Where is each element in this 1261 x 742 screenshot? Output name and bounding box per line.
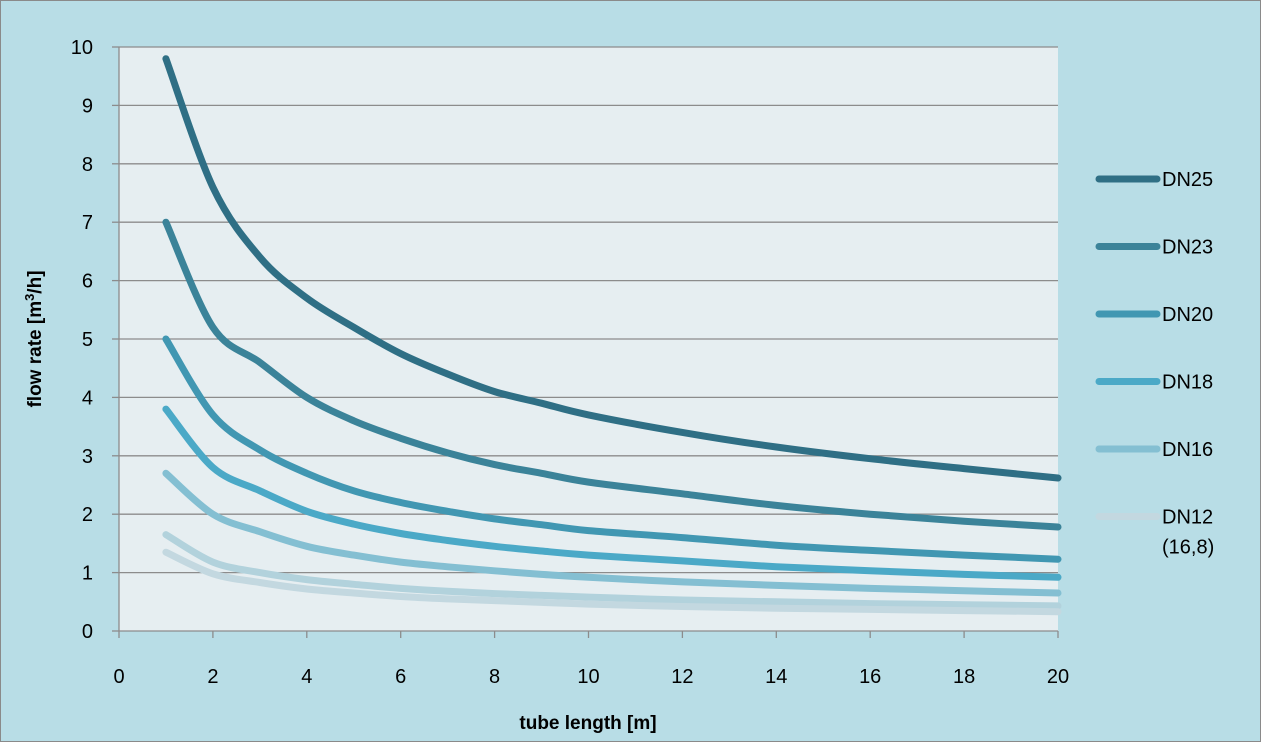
y-axis-title-end: /h] [25,270,46,293]
x-tick-label: 4 [301,666,312,688]
x-tick-label: 8 [489,666,500,688]
y-tick-label: 7 [82,212,93,234]
series-line-dn12-upper [162,531,1062,610]
y-axis-ticks: 0 1 2 3 4 5 6 7 8 9 10 [71,37,119,643]
y-axis-title: flow rate [m3/h] [22,270,47,407]
series-lines [162,55,1062,616]
x-tick-label: 2 [207,666,218,688]
y-tick-label: 3 [82,446,93,468]
y-tick-label: 1 [82,563,93,585]
y-tick-label: 2 [82,504,93,526]
y-tick-label: 9 [82,95,93,117]
y-axis-title-superscript: 3 [22,294,37,301]
x-tick-label: 6 [395,666,406,688]
x-tick-label: 18 [953,666,975,688]
legend-label: (16,8) [1162,537,1214,559]
y-tick-label: 10 [71,37,93,59]
series-line-dn12-16-8- [162,548,1062,616]
x-tick-label: 14 [765,666,787,688]
series-line-dn18 [162,405,1062,581]
y-tick-label: 0 [82,621,93,643]
x-axis-title: tube length [m] [519,713,656,734]
x-tick-label: 16 [859,666,881,688]
y-tick-label: 8 [82,154,93,176]
legend-label: DN23 [1162,237,1213,259]
legend-label: DN20 [1162,304,1213,326]
y-tick-label: 6 [82,271,93,293]
legend-label: DN25 [1162,169,1213,191]
x-tick-label: 12 [671,666,693,688]
x-axis-ticks: 0 2 4 6 8 10 12 14 16 18 20 [113,631,1069,688]
x-tick-label: 0 [113,666,124,688]
legend-label: DN12 [1162,507,1213,529]
y-axis-title-main: flow rate [m [25,301,46,408]
series-line-dn16 [162,469,1062,597]
series-line-dn20 [162,335,1062,563]
x-tick-label: 10 [577,666,599,688]
legend: DN25 DN23 DN20 DN18 DN16 DN12 (16,8) [1095,169,1214,559]
y-tick-label: 5 [82,329,93,351]
series-line-dn25 [162,55,1062,482]
legend-label: DN18 [1162,372,1213,394]
series-line-dn23 [162,218,1062,531]
legend-label: DN16 [1162,439,1213,461]
x-tick-label: 20 [1047,666,1069,688]
y-tick-label: 4 [82,387,93,409]
